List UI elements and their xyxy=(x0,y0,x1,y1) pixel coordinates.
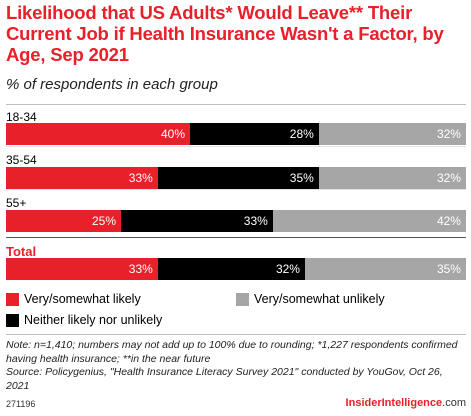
legend-label-neither: Neither likely nor unlikely xyxy=(24,313,163,327)
bar-segment: 33% xyxy=(6,258,158,280)
category-label: 35-54 xyxy=(6,153,37,167)
bar-segment: 35% xyxy=(304,258,466,280)
chart-title: Likelihood that US Adults* Would Leave**… xyxy=(6,2,444,65)
bar-segment: 35% xyxy=(157,167,319,189)
bar-segment: 40% xyxy=(6,123,190,145)
chart-subtitle: % of respondents in each group xyxy=(6,76,218,93)
stacked-bar: 25% 33% 42% xyxy=(6,210,466,232)
chart-id: 271196 xyxy=(6,399,36,409)
bar-segment: 33% xyxy=(6,167,158,189)
legend-item-likely: Very/somewhat likely xyxy=(6,292,141,306)
stacked-bar: 40% 28% 32% xyxy=(6,123,466,145)
category-label: 55+ xyxy=(6,196,27,210)
footnote: Note: n=1,410; numbers may not add up to… xyxy=(6,339,468,393)
category-label: 18-34 xyxy=(6,110,37,124)
stacked-bar: 33% 32% 35% xyxy=(6,258,466,280)
legend-swatch-neither xyxy=(6,313,19,327)
bar-segment: 28% xyxy=(190,123,319,145)
top-divider xyxy=(6,104,466,105)
source-text: Source: Policygenius, "Health Insurance … xyxy=(6,366,443,392)
category-label: Total xyxy=(6,244,37,259)
legend-swatch-likely xyxy=(6,292,19,306)
note-text: Note: n=1,410; numbers may not add up to… xyxy=(6,339,458,365)
stacked-bar: 33% 35% 32% xyxy=(6,167,466,189)
group-separator xyxy=(6,146,466,147)
bar-segment: 25% xyxy=(6,210,121,232)
legend-label-unlikely: Very/somewhat unlikely xyxy=(254,292,385,306)
bar-segment: 33% xyxy=(121,210,273,232)
legend-label-likely: Very/somewhat likely xyxy=(24,292,141,306)
brand-logo: InsiderIntelligence.com xyxy=(345,397,466,409)
legend-item-unlikely: Very/somewhat unlikely xyxy=(236,292,385,306)
group-separator xyxy=(6,237,466,238)
group-separator xyxy=(6,189,466,190)
bar-segment: 32% xyxy=(318,123,466,145)
legend-swatch-unlikely xyxy=(236,292,249,306)
bar-segment: 32% xyxy=(157,258,305,280)
legend-item-neither: Neither likely nor unlikely xyxy=(6,313,162,327)
bar-segment: 42% xyxy=(272,210,466,232)
bar-segment: 32% xyxy=(318,167,466,189)
bottom-divider xyxy=(6,334,466,335)
